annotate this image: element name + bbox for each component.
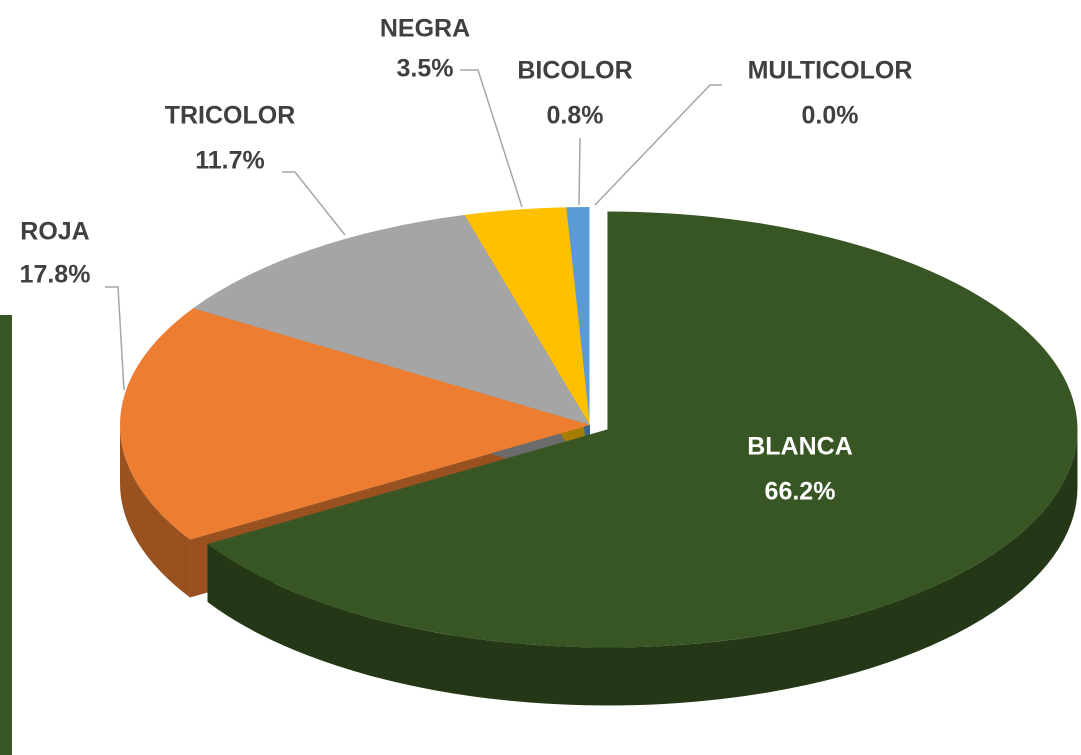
labels: BLANCA 66.2% ROJA 17.8% TRICOLOR 11.7% NEGRA 3.… xyxy=(20,15,913,506)
value-label: 17.8% xyxy=(20,261,91,289)
pie xyxy=(119,207,1078,706)
value-label: 0.0% xyxy=(802,102,859,130)
value-label: 0.8% xyxy=(547,102,604,130)
slice xyxy=(464,207,590,425)
leader-line xyxy=(578,137,581,206)
category-label: NEGRA xyxy=(380,15,470,43)
leader-line xyxy=(460,69,523,208)
value-label: 3.5% xyxy=(397,55,454,83)
slice xyxy=(193,214,590,425)
leaders xyxy=(105,69,722,391)
slice xyxy=(119,308,590,540)
category-label: BLANCA xyxy=(747,433,853,461)
leader-line xyxy=(105,286,125,391)
leader-line xyxy=(282,171,346,236)
value-label: 66.2% xyxy=(765,478,836,506)
leader-line xyxy=(594,84,722,206)
category-label: MULTICOLOR xyxy=(748,57,913,85)
slice-side xyxy=(207,429,1078,706)
slice xyxy=(207,211,1078,648)
side-strip xyxy=(0,315,12,755)
slice xyxy=(566,207,590,425)
value-label: 11.7% xyxy=(195,147,265,175)
category-label: BICOLOR xyxy=(517,57,632,85)
category-label: TRICOLOR xyxy=(165,102,296,130)
category-label: ROJA xyxy=(20,218,89,246)
slice-side xyxy=(120,425,191,598)
